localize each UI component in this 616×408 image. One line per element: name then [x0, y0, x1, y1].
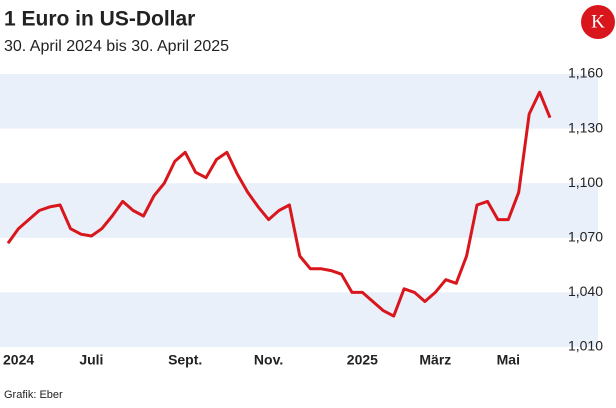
x-tick-label: Mai [497, 352, 520, 368]
x-tick-label: Juli [79, 352, 103, 368]
chart-title: 1 Euro in US-Dollar [4, 8, 195, 31]
source: Grafik: Eber [4, 389, 63, 401]
line [6, 90, 552, 318]
y-tick-label: 1,160 [568, 65, 603, 81]
logo-letter: K [591, 11, 605, 32]
band [0, 183, 598, 238]
y-tick-label: 1,040 [568, 283, 603, 299]
x-tick-label: Nov. [254, 352, 283, 368]
y-tick-label: 1,100 [568, 174, 603, 190]
x-tick-label: 2025 [347, 352, 378, 368]
band [0, 292, 598, 347]
x-tick-label: März [419, 352, 451, 368]
x-tick-label: Sept. [168, 352, 202, 368]
x-tick-label: 2024 [3, 352, 34, 368]
logo [581, 5, 615, 39]
y-tick-label: 1,130 [568, 119, 603, 135]
chart-subtitle: 30. April 2024 bis 30. April 2025 [4, 38, 229, 55]
band [0, 74, 598, 129]
y-tick-label: 1,070 [568, 229, 603, 245]
y-tick-label: 1,010 [568, 338, 603, 354]
